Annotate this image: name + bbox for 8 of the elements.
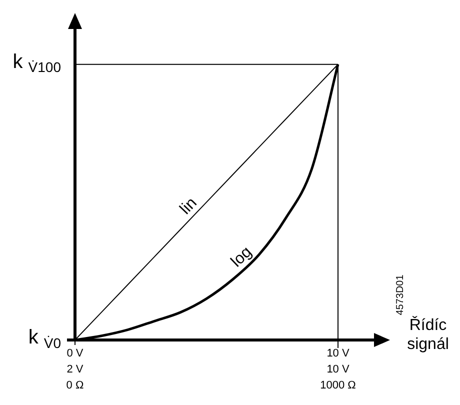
x-axis-title: Řídíc signál <box>407 316 449 353</box>
x-tick-label: 10 V 10 V 1000 Ω <box>320 348 356 392</box>
text: log <box>228 244 256 271</box>
text: k V̇100 <box>12 50 62 76</box>
x-tick-label: 0 V 2 V 0 Ω <box>66 348 84 392</box>
text: 4573D01 <box>394 274 406 316</box>
text: k V̇0 <box>28 326 62 351</box>
text: lin <box>177 194 200 218</box>
